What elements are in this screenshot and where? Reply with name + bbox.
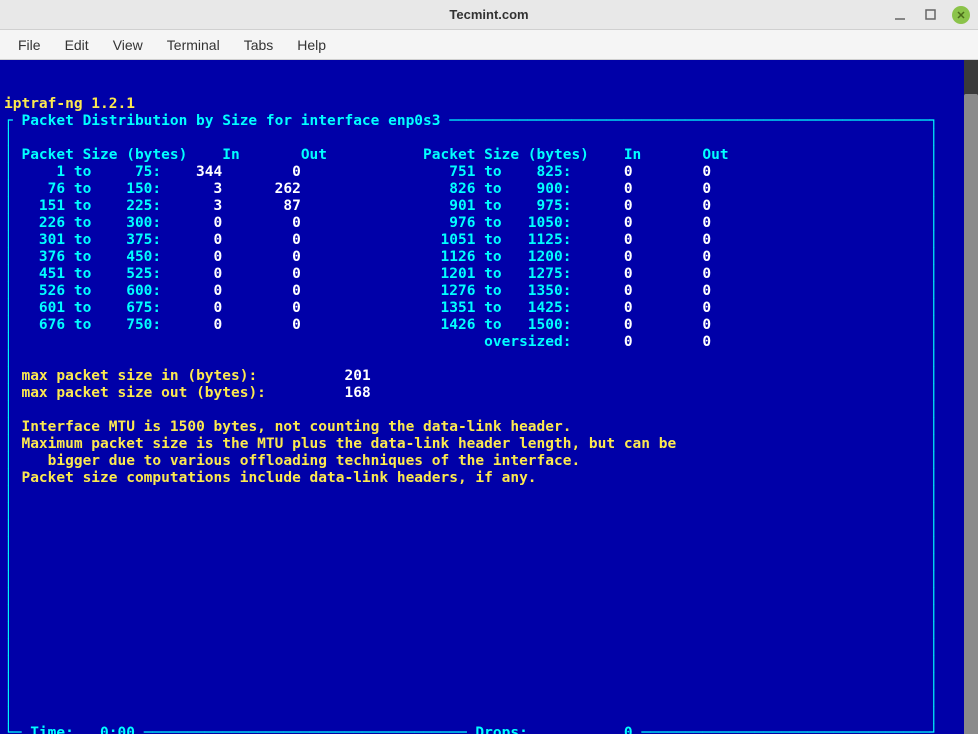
menu-tabs[interactable]: Tabs (234, 33, 284, 57)
right-in-7: 0 (571, 283, 632, 299)
left-range-7: 526 to 600: (13, 283, 161, 299)
left-in-0: 344 (161, 164, 222, 180)
close-button[interactable] (952, 6, 970, 24)
version-line: iptraf-ng 1.2.1 (4, 96, 135, 112)
max-in-label: max packet size in (bytes): (21, 368, 257, 384)
right-out-7: 0 (633, 283, 712, 299)
left-in-6: 0 (161, 266, 222, 282)
right-out-4: 0 (633, 232, 712, 248)
left-out-5: 0 (222, 249, 301, 265)
left-range-3: 226 to 300: (13, 215, 161, 231)
right-range-8: 1351 to 1425: (423, 300, 571, 316)
col-header-right: Packet Size (bytes) In Out (423, 147, 729, 163)
right-in-4: 0 (571, 232, 632, 248)
max-in-value: 201 (344, 368, 370, 384)
right-in-9: 0 (571, 317, 632, 333)
left-in-1: 3 (161, 181, 222, 197)
left-range-8: 601 to 675: (13, 300, 161, 316)
left-out-8: 0 (222, 300, 301, 316)
info-line-2: bigger due to various offloading techniq… (21, 453, 580, 469)
left-range-1: 76 to 150: (13, 181, 161, 197)
right-out-8: 0 (633, 300, 712, 316)
right-out-2: 0 (633, 198, 712, 214)
scrollbar[interactable] (964, 60, 978, 734)
right-range-2: 901 to 975: (423, 198, 571, 214)
left-in-8: 0 (161, 300, 222, 316)
maximize-button[interactable] (922, 7, 938, 23)
menu-view[interactable]: View (103, 33, 153, 57)
left-range-5: 376 to 450: (13, 249, 161, 265)
oversized-out: 0 (633, 334, 712, 350)
right-out-1: 0 (633, 181, 712, 197)
left-in-4: 0 (161, 232, 222, 248)
right-range-3: 976 to 1050: (423, 215, 571, 231)
left-out-4: 0 (222, 232, 301, 248)
left-range-4: 301 to 375: (13, 232, 161, 248)
footer-time: Time: 0:00 (21, 725, 143, 734)
right-in-1: 0 (571, 181, 632, 197)
left-range-2: 151 to 225: (13, 198, 161, 214)
left-in-7: 0 (161, 283, 222, 299)
right-range-7: 1276 to 1350: (423, 283, 571, 299)
info-line-0: Interface MTU is 1500 bytes, not countin… (21, 419, 571, 435)
left-out-2: 87 (222, 198, 301, 214)
right-range-4: 1051 to 1125: (423, 232, 571, 248)
menu-file[interactable]: File (8, 33, 51, 57)
right-range-0: 751 to 825: (423, 164, 571, 180)
left-out-3: 0 (222, 215, 301, 231)
scrollbar-thumb[interactable] (964, 94, 978, 734)
right-in-3: 0 (571, 215, 632, 231)
left-range-0: 1 to 75: (13, 164, 161, 180)
terminal-area[interactable]: iptraf-ng 1.2.1┌ Packet Distribution by … (0, 60, 978, 734)
right-in-8: 0 (571, 300, 632, 316)
left-in-9: 0 (161, 317, 222, 333)
left-out-7: 0 (222, 283, 301, 299)
right-out-5: 0 (633, 249, 712, 265)
oversized-in: 0 (571, 334, 632, 350)
terminal-content: iptraf-ng 1.2.1┌ Packet Distribution by … (0, 94, 978, 734)
left-out-1: 262 (222, 181, 301, 197)
left-range-6: 451 to 525: (13, 266, 161, 282)
right-range-9: 1426 to 1500: (423, 317, 571, 333)
left-in-5: 0 (161, 249, 222, 265)
left-out-6: 0 (222, 266, 301, 282)
max-out-value: 168 (344, 385, 370, 401)
box-top: ┌ Packet Distribution by Size for interf… (4, 113, 938, 129)
left-out-9: 0 (222, 317, 301, 333)
right-out-6: 0 (633, 266, 712, 282)
window-titlebar: Tecmint.com (0, 0, 978, 30)
menu-edit[interactable]: Edit (55, 33, 99, 57)
window-controls (892, 6, 970, 24)
left-in-2: 3 (161, 198, 222, 214)
max-out-label: max packet size out (bytes): (21, 385, 265, 401)
menu-terminal[interactable]: Terminal (157, 33, 230, 57)
right-out-9: 0 (633, 317, 712, 333)
right-in-0: 0 (571, 164, 632, 180)
window-title: Tecmint.com (449, 7, 528, 22)
right-out-3: 0 (633, 215, 712, 231)
minimize-button[interactable] (892, 7, 908, 23)
left-range-9: 676 to 750: (13, 317, 161, 333)
col-header-left: Packet Size (bytes) In Out (13, 147, 327, 163)
menu-help[interactable]: Help (287, 33, 336, 57)
right-in-6: 0 (571, 266, 632, 282)
left-out-0: 0 (222, 164, 301, 180)
right-range-1: 826 to 900: (423, 181, 571, 197)
footer-drops: Drops: 0 (467, 725, 642, 734)
right-in-5: 0 (571, 249, 632, 265)
right-in-2: 0 (571, 198, 632, 214)
oversized-label: oversized: (423, 334, 571, 350)
info-line-1: Maximum packet size is the MTU plus the … (21, 436, 676, 452)
left-in-3: 0 (161, 215, 222, 231)
menubar: File Edit View Terminal Tabs Help (0, 30, 978, 60)
info-line-3: Packet size computations include data-li… (21, 470, 536, 486)
right-range-6: 1201 to 1275: (423, 266, 571, 282)
right-range-5: 1126 to 1200: (423, 249, 571, 265)
right-out-0: 0 (633, 164, 712, 180)
